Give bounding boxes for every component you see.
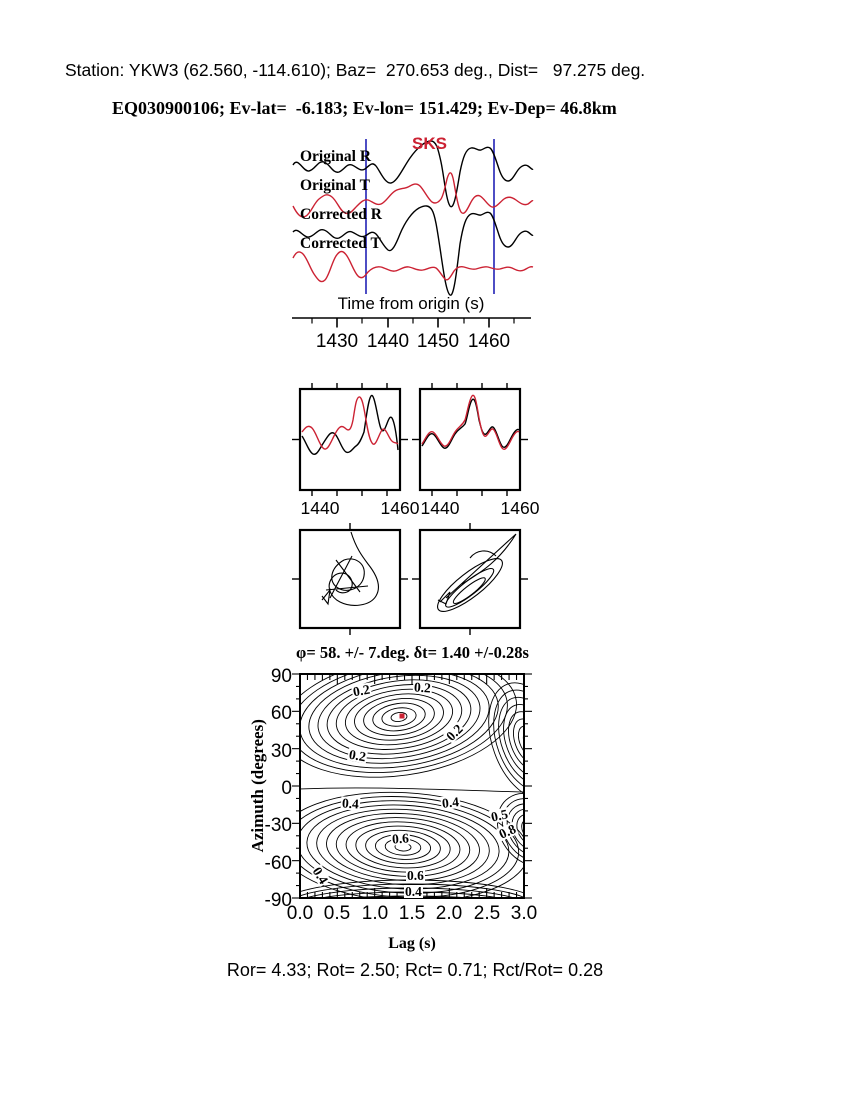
ytick-0: 0: [281, 778, 292, 799]
pm-corrected-motion: [437, 533, 517, 612]
comparison-boxes: [292, 383, 528, 496]
contour-label-1: 0.2: [412, 679, 433, 696]
time-tick-1450: 1450: [416, 331, 460, 352]
xtick-05: 0.5: [323, 903, 351, 924]
cmp-right-tick-1440: 1440: [420, 498, 460, 518]
xtick-10: 1.0: [361, 903, 389, 924]
contour-plot: [292, 673, 532, 899]
ytick-60: 60: [270, 703, 292, 724]
pm-original-motion: [321, 531, 379, 606]
cmp-right-red-trace: [421, 394, 520, 450]
comparison-box-ticks: [292, 383, 528, 496]
contour-label-0: 0.2: [351, 681, 372, 700]
cmp-left-tick-1440: 1440: [300, 498, 340, 518]
contour-title: φ= 58. +/- 7.deg. δt= 1.40 +/-0.28s: [296, 643, 529, 662]
contour-label-5: 0.4: [440, 794, 461, 811]
original-r-trace: [292, 140, 534, 208]
xtick-15: 1.5: [398, 903, 426, 924]
ytick-m30: -30: [264, 815, 292, 836]
time-tick-1440: 1440: [366, 331, 410, 352]
time-axis-label: Time from origin (s): [337, 294, 485, 313]
contour-label-8: 0.6: [390, 830, 411, 847]
ytick-m60: -60: [264, 853, 292, 874]
trace-label-corrected-t: Corrected T: [300, 235, 381, 252]
cmp-left-black-trace: [301, 394, 399, 455]
comparison-box-original: [298, 387, 402, 492]
corrected-r-trace: [292, 205, 534, 296]
trace-label-corrected-r: Corrected R: [300, 206, 382, 223]
time-tick-1430: 1430: [315, 331, 359, 352]
contour-label-10: 0.6: [406, 868, 425, 883]
time-axis-ticks: [311, 318, 515, 328]
best-fit-marker: [399, 713, 405, 719]
contour-label-3: 0.2: [347, 746, 368, 765]
ytick-90: 90: [270, 666, 292, 687]
trace-label-original-r: Original R: [300, 148, 372, 165]
contour-label-4: 0.4: [340, 795, 361, 812]
xtick-25: 2.5: [473, 903, 501, 924]
contour-label-6: 0.5: [488, 806, 511, 825]
corrected-t-trace: [292, 250, 534, 283]
cmp-left-red-trace: [301, 396, 399, 450]
xtick-30: 3.0: [510, 903, 538, 924]
xtick-20: 2.0: [435, 903, 463, 924]
window-marker-lines: [365, 139, 495, 294]
pm-box-ticks: [292, 523, 528, 635]
particle-motion-boxes: [292, 523, 528, 635]
cmp-right-tick-1460: 1460: [500, 498, 540, 518]
time-tick-1460: 1460: [467, 331, 511, 352]
waveform-traces: [292, 140, 534, 296]
event-info-line: EQ030900106; Ev-lat= -6.183; Ev-lon= 151…: [112, 98, 617, 118]
cmp-right-black-trace: [421, 398, 520, 449]
cmp-left-tick-1460: 1460: [380, 498, 420, 518]
contour-xlabel: Lag (s): [388, 935, 436, 952]
time-axis: [292, 317, 531, 328]
original-t-trace: [292, 172, 534, 218]
station-info-line: Station: YKW3 (62.560, -114.610); Baz= 2…: [65, 60, 646, 80]
ytick-m90: -90: [264, 890, 292, 911]
contour-lines: [301, 675, 523, 897]
ratio-stats-line: Ror= 4.33; Rot= 2.50; Rct= 0.71; Rct/Rot…: [226, 960, 604, 980]
xtick-0: 0.0: [286, 903, 314, 924]
contour-label-11: 0.4: [404, 884, 423, 899]
phase-label-sks: SKS: [412, 134, 447, 153]
trace-label-original-t: Original T: [300, 177, 370, 194]
ytick-30: 30: [270, 741, 292, 762]
